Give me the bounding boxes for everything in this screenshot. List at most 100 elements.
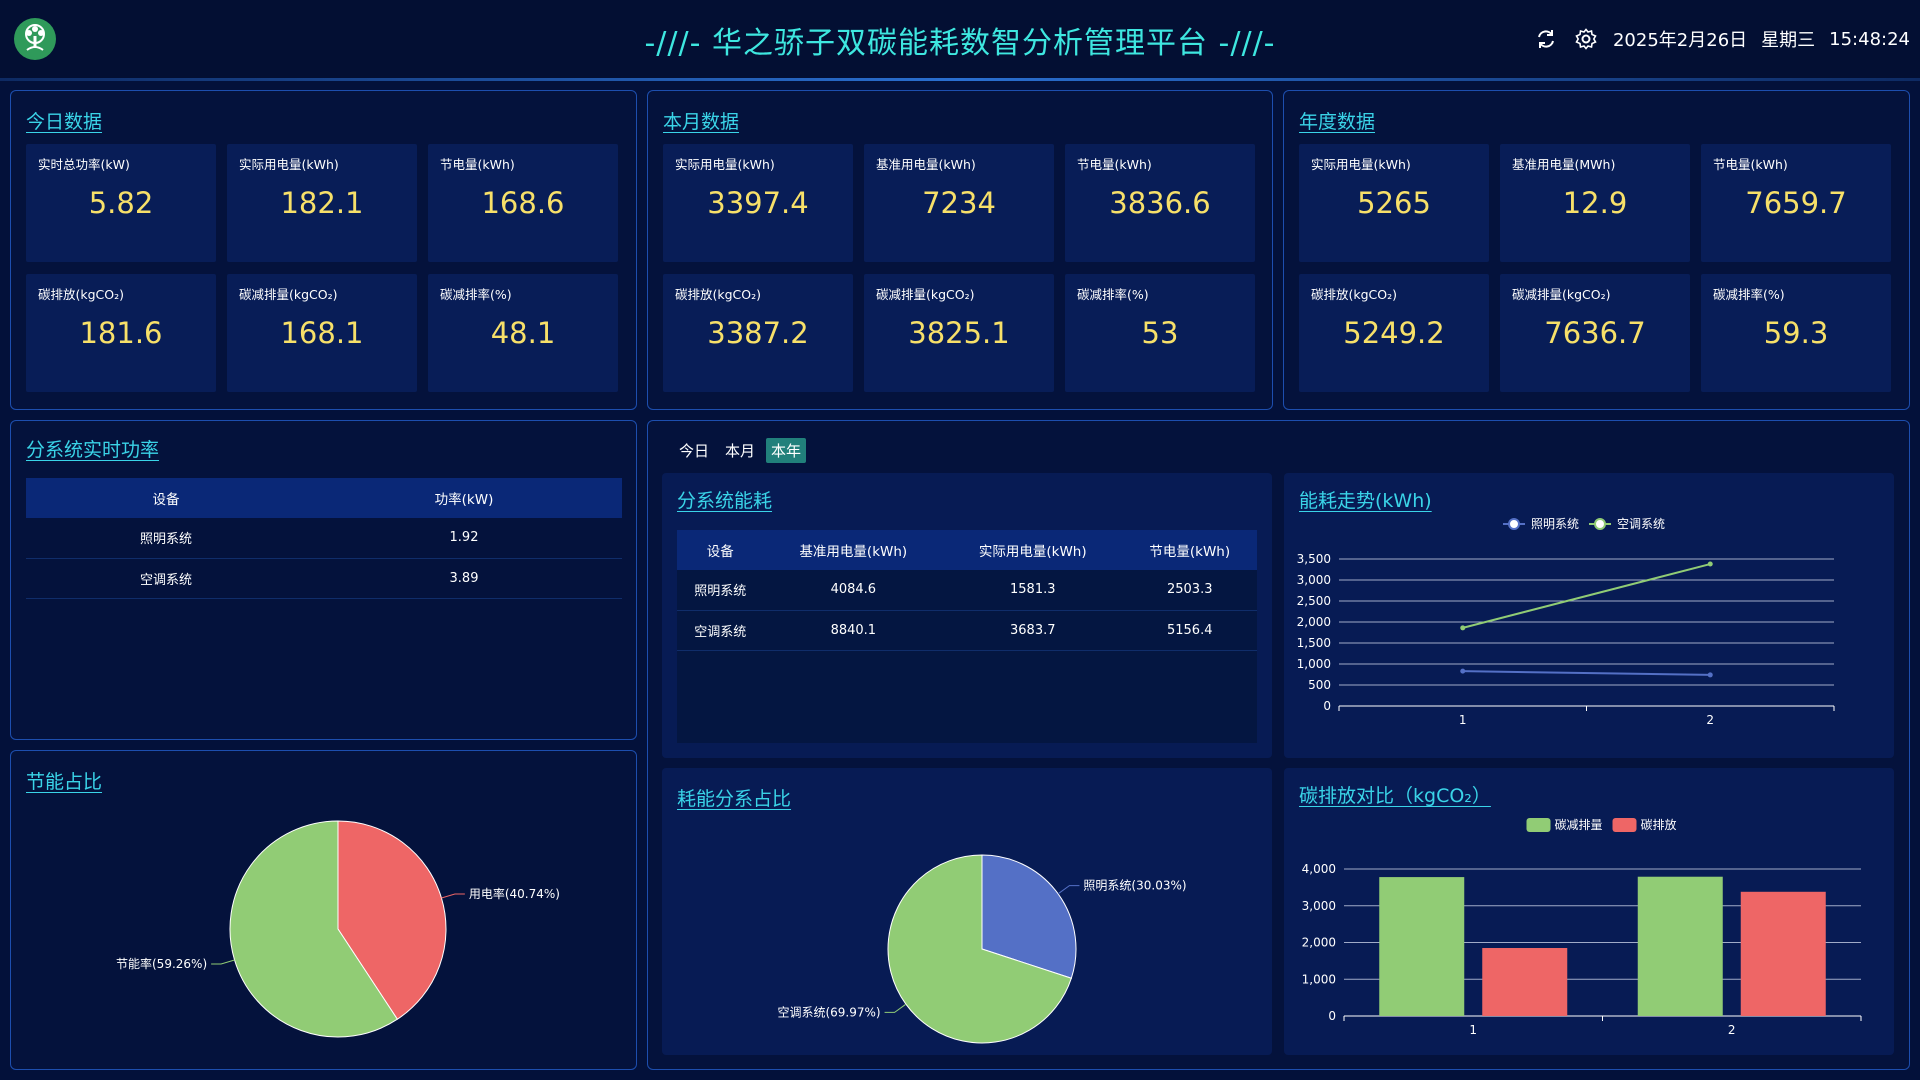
table-header: 实际用电量(kWh) (943, 530, 1123, 570)
saving-ratio-title: 节能占比 (26, 771, 103, 793)
bar (1482, 948, 1568, 1016)
y-tick-label: 3,500 (1297, 552, 1331, 566)
stat-label: 碳减排量(kgCO₂) (1512, 287, 1611, 302)
stat-card: 实际用电量(kWh) 3397.4 (663, 144, 853, 262)
today-panel: 今日数据 实时总功率(kW) 5.82 实际用电量(kWh) 182.1 节电量(k… (10, 90, 637, 410)
legend-label: 碳减排量 (1555, 818, 1603, 832)
table-cell: 照明系统 (26, 518, 306, 559)
tab-year[interactable]: 本年 (766, 438, 807, 463)
data-point (1460, 668, 1466, 674)
pie-slice (981, 854, 1077, 979)
stat-value: 3825.1 (908, 316, 1010, 350)
pie-label-line (441, 893, 465, 899)
legend-swatch (1594, 518, 1606, 530)
table-header: 功率(kW) (306, 478, 622, 518)
stat-label: 碳排放(kgCO₂) (675, 287, 762, 302)
table-cell: 3683.7 (943, 610, 1123, 651)
table-cell: 5156.4 (1122, 610, 1257, 651)
stat-value: 12.9 (1562, 186, 1628, 220)
subsystem-energy-card: 分系统能耗 设备 基准用电量(kWh) 实际用电量(kWh) 节电量(kWh) … (662, 473, 1272, 758)
energy-trend-card: 能耗走势(kWh) 照明系统 空调系统 0 500 1,000 1,500 2,000 2,5… (1284, 473, 1894, 758)
table-row: 照明系统 1.92 (26, 518, 622, 559)
header-date: 2025年2月26日 (1612, 30, 1748, 51)
header-time: 15:48:24 (1829, 28, 1910, 50)
legend-label: 照明系统 (1531, 517, 1579, 531)
stat-value: 7659.7 (1745, 186, 1847, 220)
y-tick-label: 500 (1308, 678, 1331, 692)
y-tick-label: 2,500 (1297, 594, 1331, 608)
table-cell: 空调系统 (26, 558, 306, 599)
x-tick-label: 2 (1706, 713, 1714, 727)
energy-trend-chart: 照明系统 空调系统 0 500 1,000 1,500 2,000 2,500 3,000 3,5… (1297, 517, 1835, 727)
table-cell: 4084.6 (763, 570, 944, 611)
stat-card: 实时总功率(kW) 5.82 (26, 144, 216, 262)
stat-value: 3836.6 (1109, 186, 1211, 220)
stat-label: 实际用电量(kWh) (239, 157, 339, 172)
table-cell: 1581.3 (943, 570, 1123, 611)
y-tick-label: 0 (1323, 699, 1331, 713)
stat-value: 168.1 (280, 316, 364, 350)
stat-value: 48.1 (490, 316, 556, 350)
carbon-compare-card: 碳排放对比（kgCO₂） 碳减排量 碳排放 0 1,000 2,000 3,000 4,00… (1284, 768, 1894, 1055)
bar (1637, 876, 1723, 1016)
stat-label: 碳排放(kgCO₂) (38, 287, 125, 302)
y-tick-label: 2,000 (1302, 936, 1336, 950)
legend-swatch (1508, 518, 1520, 530)
y-tick-label: 1,500 (1297, 636, 1331, 650)
tab-today[interactable]: 今日 (679, 442, 710, 460)
y-tick-label: 3,000 (1302, 899, 1336, 913)
legend-swatch (1612, 818, 1637, 832)
legend-label: 空调系统 (1617, 517, 1665, 531)
table-header: 节电量(kWh) (1122, 530, 1257, 570)
carbon-compare-title: 碳排放对比（kgCO₂） (1299, 785, 1491, 807)
y-tick-label: 2,000 (1297, 615, 1331, 629)
pie-slice (229, 820, 399, 1038)
x-tick-label: 2 (1728, 1023, 1736, 1037)
refresh-icon[interactable] (1533, 26, 1559, 52)
year-title: 年度数据 (1299, 111, 1376, 133)
gear-icon[interactable] (1573, 26, 1599, 52)
stat-card: 碳减排量(kgCO₂) 3825.1 (864, 274, 1054, 392)
stat-card: 碳排放(kgCO₂) 181.6 (26, 274, 216, 392)
stat-label: 节电量(kWh) (1077, 157, 1152, 172)
stat-label: 碳减排率(%) (440, 287, 512, 302)
stat-value: 181.6 (79, 316, 163, 350)
stat-card: 碳减排率(%) 53 (1065, 274, 1255, 392)
pie-label: 节能率(59.26%) (116, 956, 207, 971)
stat-value: 168.6 (481, 186, 565, 220)
pie-label: 用电率(40.74%) (469, 886, 560, 901)
stat-value: 5265 (1357, 186, 1431, 220)
header-divider (0, 78, 1920, 81)
table-header: 设备 (677, 530, 764, 570)
energy-trend-title: 能耗走势(kWh) (1299, 490, 1432, 512)
stat-value: 3387.2 (707, 316, 809, 350)
table-cell: 3.89 (306, 558, 622, 599)
data-point (1707, 561, 1713, 567)
table-row: 空调系统 8840.1 3683.7 5156.4 (677, 610, 1257, 651)
stat-label: 实时总功率(kW) (38, 157, 130, 172)
stat-label: 碳减排率(%) (1713, 287, 1785, 302)
stat-value: 5249.2 (1343, 316, 1445, 350)
today-title: 今日数据 (26, 111, 103, 133)
stat-card: 实际用电量(kWh) 182.1 (227, 144, 417, 262)
pie-label-line (211, 959, 235, 965)
table-header: 设备 (26, 478, 306, 518)
tab-month[interactable]: 本月 (725, 442, 756, 460)
stat-value: 5.82 (88, 186, 154, 220)
stat-card: 碳排放(kgCO₂) 5249.2 (1299, 274, 1489, 392)
stat-value: 7234 (922, 186, 996, 220)
month-panel: 本月数据 实际用电量(kWh) 3397.4 基准用电量(kWh) 7234 节电量… (647, 90, 1273, 410)
stat-card: 节电量(kWh) 3836.6 (1065, 144, 1255, 262)
y-tick-label: 3,000 (1297, 573, 1331, 587)
table-cell: 1.92 (306, 518, 622, 559)
tree-logo (14, 18, 56, 60)
year-panel: 年度数据 实际用电量(kWh) 5265 基准用电量(MWh) 12.9 节电量(k… (1283, 90, 1910, 410)
x-tick-label: 1 (1459, 713, 1467, 727)
series-line (1462, 670, 1711, 676)
stat-card: 实际用电量(kWh) 5265 (1299, 144, 1489, 262)
realtime-power-title: 分系统实时功率 (26, 439, 160, 461)
pie-label: 空调系统(69.97%) (777, 1005, 880, 1019)
stat-value: 182.1 (280, 186, 364, 220)
x-tick-label: 1 (1469, 1023, 1477, 1037)
stat-card: 碳排放(kgCO₂) 3387.2 (663, 274, 853, 392)
